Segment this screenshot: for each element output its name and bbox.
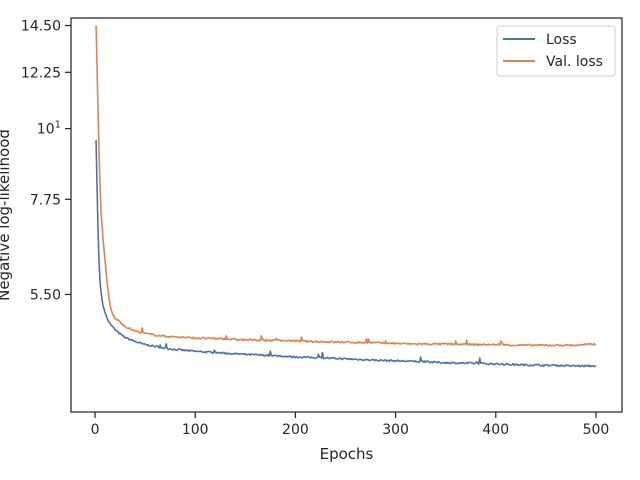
x-tick-label: 100 (182, 422, 209, 438)
series-layer (95, 25, 597, 368)
y-tick-label: 101 (37, 120, 61, 138)
series-line-val-loss (95, 25, 597, 347)
y-tick-label: 5.50 (30, 287, 61, 303)
series-line-loss (95, 139, 597, 368)
y-tick-label: 12.25 (21, 65, 61, 81)
x-tick-label: 0 (91, 422, 100, 438)
y-tick-label: 7.75 (30, 192, 61, 208)
y-tick-label: 14.50 (21, 19, 61, 35)
x-tick-label: 500 (583, 422, 610, 438)
legend-label-loss: Loss (546, 32, 577, 48)
x-axis-label: Epochs (320, 445, 374, 463)
x-tick-label: 300 (382, 422, 409, 438)
x-tick-label: 400 (482, 422, 509, 438)
x-tick-label: 200 (282, 422, 309, 438)
legend-label-val-loss: Val. loss (546, 54, 603, 70)
tick-layer: 0 100 200 300 400 500 5.50 7.75 101 12.25 14.50 (21, 19, 609, 438)
plot-area (71, 18, 622, 412)
y-axis-label: Negative log-likelihood (0, 129, 13, 301)
plot-frame (70, 17, 623, 413)
legend: Loss Val. loss (496, 25, 616, 77)
